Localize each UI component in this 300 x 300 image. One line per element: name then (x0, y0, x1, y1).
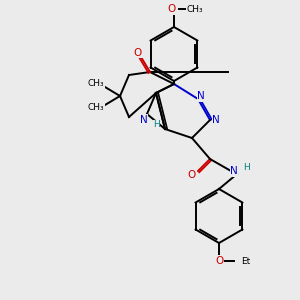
Text: CH₃: CH₃ (187, 4, 203, 14)
Text: N: N (230, 166, 238, 176)
Text: H: H (243, 164, 250, 172)
Text: H: H (153, 120, 160, 129)
Text: O: O (134, 47, 142, 58)
Text: Et: Et (242, 256, 250, 266)
Text: CH₃: CH₃ (88, 103, 104, 112)
Text: CH₃: CH₃ (88, 80, 104, 88)
Text: O: O (167, 4, 175, 14)
Text: N: N (212, 115, 220, 125)
Text: N: N (140, 115, 148, 125)
Text: O: O (188, 170, 196, 181)
Text: N: N (197, 91, 205, 101)
Text: O: O (215, 256, 223, 266)
